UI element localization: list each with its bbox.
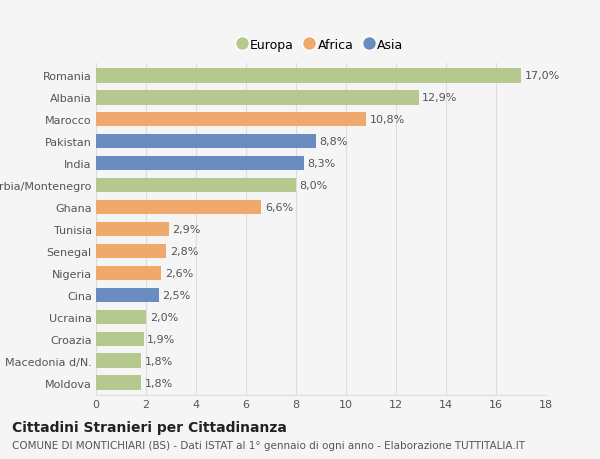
Bar xyxy=(96,179,296,193)
Text: 2,5%: 2,5% xyxy=(162,290,191,300)
Bar xyxy=(96,69,521,84)
Text: 1,8%: 1,8% xyxy=(145,356,173,366)
Text: COMUNE DI MONTICHIARI (BS) - Dati ISTAT al 1° gennaio di ogni anno - Elaborazion: COMUNE DI MONTICHIARI (BS) - Dati ISTAT … xyxy=(12,440,525,450)
Text: Cittadini Stranieri per Cittadinanza: Cittadini Stranieri per Cittadinanza xyxy=(12,420,287,434)
Bar xyxy=(96,135,316,149)
Bar xyxy=(96,201,261,215)
Bar xyxy=(96,244,166,258)
Text: 8,8%: 8,8% xyxy=(320,137,348,147)
Text: 2,6%: 2,6% xyxy=(165,268,193,278)
Bar xyxy=(96,91,419,105)
Text: 2,9%: 2,9% xyxy=(172,224,200,235)
Text: 10,8%: 10,8% xyxy=(370,115,405,125)
Bar xyxy=(96,223,169,236)
Bar xyxy=(96,332,143,346)
Legend: Europa, Africa, Asia: Europa, Africa, Asia xyxy=(239,39,403,51)
Bar xyxy=(96,266,161,280)
Bar xyxy=(96,354,141,368)
Text: 2,0%: 2,0% xyxy=(150,312,178,322)
Bar xyxy=(96,310,146,324)
Text: 6,6%: 6,6% xyxy=(265,202,293,213)
Text: 12,9%: 12,9% xyxy=(422,93,458,103)
Bar xyxy=(96,288,158,302)
Text: 2,8%: 2,8% xyxy=(170,246,198,257)
Text: 8,3%: 8,3% xyxy=(307,159,335,169)
Bar xyxy=(96,375,141,390)
Text: 1,8%: 1,8% xyxy=(145,378,173,388)
Bar xyxy=(96,113,366,127)
Text: 1,9%: 1,9% xyxy=(147,334,176,344)
Text: 8,0%: 8,0% xyxy=(300,181,328,191)
Text: 17,0%: 17,0% xyxy=(525,71,560,81)
Bar xyxy=(96,157,304,171)
